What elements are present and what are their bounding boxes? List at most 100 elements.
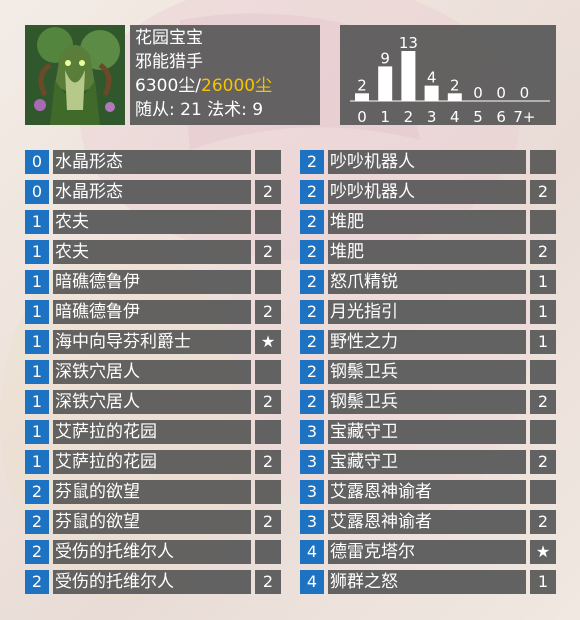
- card-row[interactable]: 3 艾露恩神谕者 2: [300, 510, 556, 534]
- card-name: 德雷克塔尔: [328, 540, 526, 564]
- card-row[interactable]: 2 钢鬃卫兵 2: [300, 390, 556, 414]
- card-row[interactable]: 2 受伤的托维尔人: [25, 540, 281, 564]
- card-row[interactable]: 3 宝藏守卫 2: [300, 450, 556, 474]
- card-count: 2: [255, 180, 281, 204]
- card-name: 怒爪精锐: [328, 270, 526, 294]
- card-count: [530, 360, 556, 384]
- card-count: [255, 150, 281, 174]
- mana-cost: 2: [25, 570, 49, 594]
- card-count: [255, 540, 281, 564]
- mana-cost: 1: [25, 360, 49, 384]
- deck-class: 邪能猎手: [135, 52, 203, 72]
- curve-tick-label: 2: [404, 108, 414, 125]
- card-row[interactable]: 4 德雷克塔尔 ★: [300, 540, 556, 564]
- card-row[interactable]: 2 野性之力 1: [300, 330, 556, 354]
- card-name: 受伤的托维尔人: [53, 540, 251, 564]
- mana-cost: 1: [25, 330, 49, 354]
- card-count: 2: [530, 180, 556, 204]
- curve-value-label: 0: [496, 84, 506, 102]
- card-count: 1: [530, 300, 556, 324]
- card-count: [255, 360, 281, 384]
- card-count: 1: [530, 270, 556, 294]
- curve-bar: [447, 93, 462, 101]
- mana-cost: 0: [25, 150, 49, 174]
- mana-cost: 2: [300, 360, 324, 384]
- card-row[interactable]: 2 钢鬃卫兵: [300, 360, 556, 384]
- mana-cost: 3: [300, 480, 324, 504]
- mana-cost: 1: [25, 390, 49, 414]
- card-row[interactable]: 2 受伤的托维尔人 2: [25, 570, 281, 594]
- card-name: 艾萨拉的花园: [53, 420, 251, 444]
- mana-cost: 1: [25, 300, 49, 324]
- card-row[interactable]: 2 芬鼠的欲望 2: [25, 510, 281, 534]
- curve-tick-label: 4: [450, 108, 460, 125]
- curve-value-label: 9: [380, 49, 390, 67]
- mana-cost: 2: [300, 240, 324, 264]
- card-row[interactable]: 3 宝藏守卫: [300, 420, 556, 444]
- dust-cost: 6300尘/26000尘: [135, 75, 272, 97]
- card-name: 吵吵机器人: [328, 180, 526, 204]
- mana-cost: 4: [300, 570, 324, 594]
- card-row[interactable]: 1 深铁穴居人: [25, 360, 281, 384]
- curve-value-label: 2: [357, 76, 367, 94]
- curve-tick-label: 1: [380, 108, 390, 125]
- mana-curve-panel: 2 0 9 1 13 2 4 3 2 4 0 5 0 6 0 7+: [340, 25, 556, 125]
- curve-tick-label: 6: [496, 108, 506, 125]
- card-row[interactable]: 2 芬鼠的欲望: [25, 480, 281, 504]
- card-name: 海中向导芬利爵士: [53, 330, 251, 354]
- card-count: 2: [255, 450, 281, 474]
- card-name: 水晶形态: [53, 150, 251, 174]
- card-row[interactable]: 2 吵吵机器人 2: [300, 180, 556, 204]
- mana-cost: 1: [25, 240, 49, 264]
- card-row[interactable]: 1 农夫 2: [25, 240, 281, 264]
- dust-total: 26000尘: [201, 76, 273, 96]
- card-name: 深铁穴居人: [53, 360, 251, 384]
- card-name: 狮群之怒: [328, 570, 526, 594]
- card-name: 受伤的托维尔人: [53, 570, 251, 594]
- card-row[interactable]: 1 暗礁德鲁伊 2: [25, 300, 281, 324]
- mana-cost: 1: [25, 270, 49, 294]
- hero-portrait: [25, 25, 125, 125]
- card-row[interactable]: 1 深铁穴居人 2: [25, 390, 281, 414]
- card-count: [530, 420, 556, 444]
- card-name: 野性之力: [328, 330, 526, 354]
- card-row[interactable]: 4 狮群之怒 1: [300, 570, 556, 594]
- card-row[interactable]: 2 怒爪精锐 1: [300, 270, 556, 294]
- dust-separator: /: [195, 76, 201, 96]
- card-name: 艾露恩神谕者: [328, 480, 526, 504]
- card-row[interactable]: 1 艾萨拉的花园 2: [25, 450, 281, 474]
- card-name: 宝藏守卫: [328, 420, 526, 444]
- mana-cost: 2: [300, 300, 324, 324]
- card-row[interactable]: 1 艾萨拉的花园: [25, 420, 281, 444]
- card-row[interactable]: 2 堆肥: [300, 210, 556, 234]
- card-name: 农夫: [53, 210, 251, 234]
- card-name: 艾露恩神谕者: [328, 510, 526, 534]
- curve-tick-label: 7+: [513, 108, 535, 125]
- treant-hero-art: [25, 25, 125, 125]
- card-count: 2: [530, 390, 556, 414]
- curve-value-label: 4: [427, 69, 437, 87]
- card-row[interactable]: 1 海中向导芬利爵士 ★: [25, 330, 281, 354]
- card-row[interactable]: 2 堆肥 2: [300, 240, 556, 264]
- card-row[interactable]: 0 水晶形态 2: [25, 180, 281, 204]
- card-row[interactable]: 0 水晶形态: [25, 150, 281, 174]
- card-name: 芬鼠的欲望: [53, 480, 251, 504]
- card-type-counts: 随从: 21 法术: 9: [135, 100, 264, 120]
- mana-cost: 2: [25, 540, 49, 564]
- mana-cost: 4: [300, 540, 324, 564]
- card-count: 2: [255, 240, 281, 264]
- card-row[interactable]: 1 暗礁德鲁伊: [25, 270, 281, 294]
- mana-cost: 2: [300, 270, 324, 294]
- card-name: 芬鼠的欲望: [53, 510, 251, 534]
- card-name: 暗礁德鲁伊: [53, 270, 251, 294]
- legendary-star-icon: ★: [530, 540, 556, 564]
- card-row[interactable]: 1 农夫: [25, 210, 281, 234]
- card-row[interactable]: 3 艾露恩神谕者: [300, 480, 556, 504]
- card-row[interactable]: 2 吵吵机器人: [300, 150, 556, 174]
- curve-bar: [355, 93, 369, 101]
- card-name: 农夫: [53, 240, 251, 264]
- curve-value-label: 13: [399, 34, 418, 52]
- mana-cost: 2: [300, 390, 324, 414]
- card-row[interactable]: 2 月光指引 1: [300, 300, 556, 324]
